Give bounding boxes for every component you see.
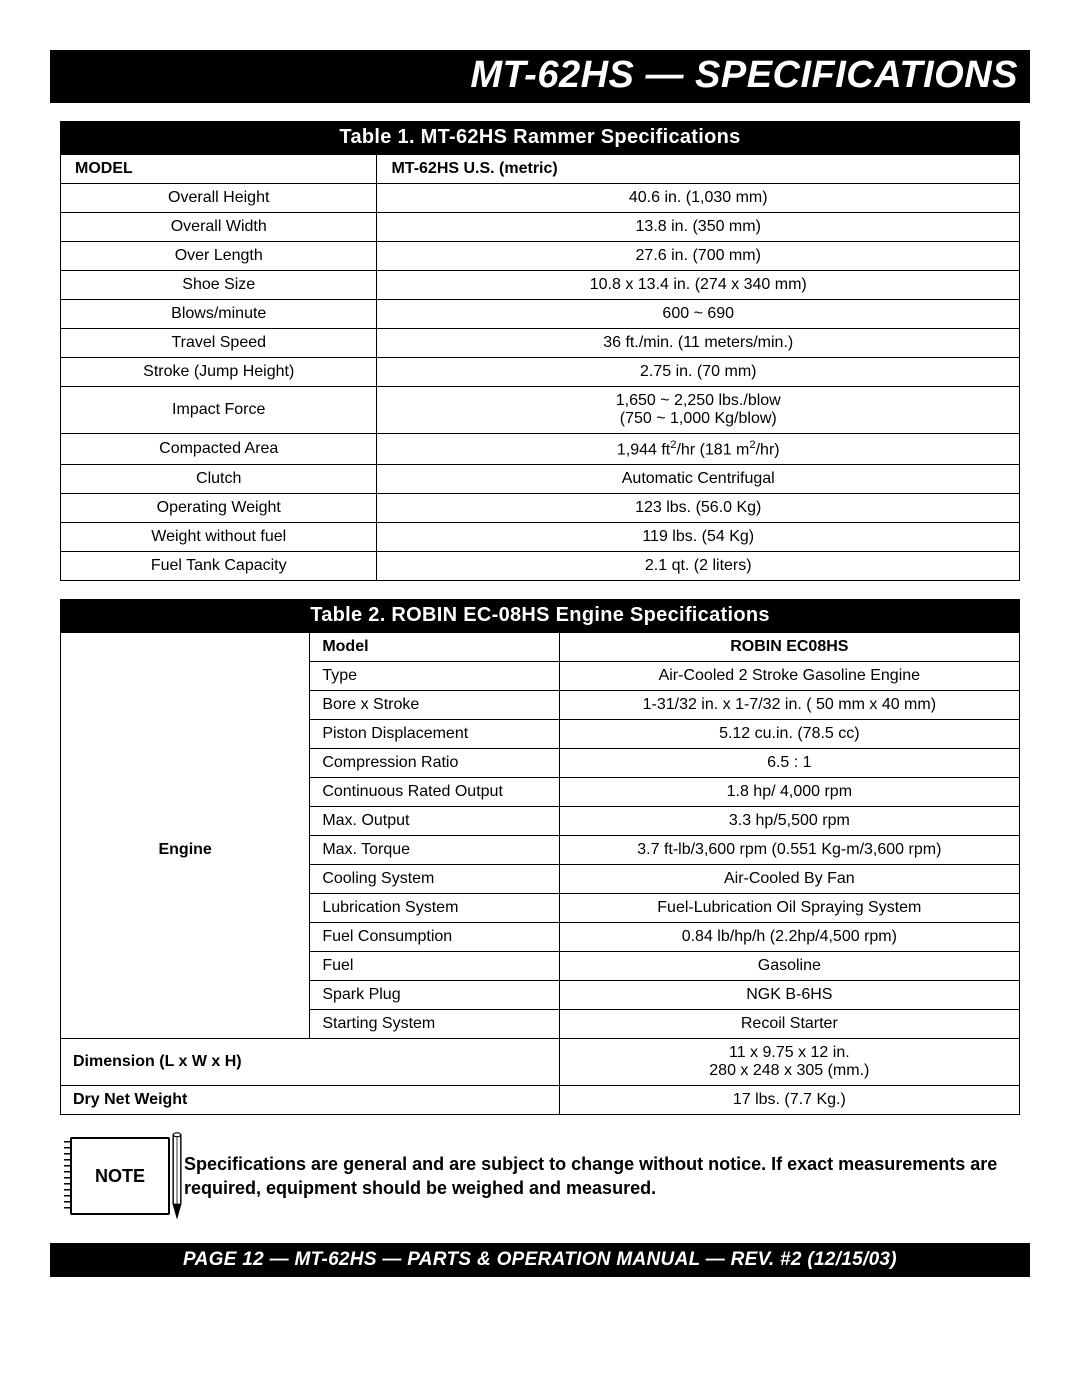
table1-section: Table 1. MT-62HS Rammer Specifications M… [60, 121, 1020, 581]
table2-weight-label: Dry Net Weight [61, 1086, 560, 1115]
spec-value: 13.8 in. (350 mm) [377, 213, 1020, 242]
table-row: Overall Width13.8 in. (350 mm) [61, 213, 1020, 242]
spec-label: Over Length [61, 242, 377, 271]
spec-value: Gasoline [559, 952, 1019, 981]
spec-label: Type [310, 662, 559, 691]
spec-value: 40.6 in. (1,030 mm) [377, 184, 1020, 213]
spec-label: Cooling System [310, 865, 559, 894]
table-row: Blows/minute600 ~ 690 [61, 300, 1020, 329]
spec-label: Clutch [61, 465, 377, 494]
spec-label: Shoe Size [61, 271, 377, 300]
table-row: ClutchAutomatic Centrifugal [61, 465, 1020, 494]
spec-value: Automatic Centrifugal [377, 465, 1020, 494]
spec-label: Travel Speed [61, 329, 377, 358]
spec-label: Continuous Rated Output [310, 778, 559, 807]
spec-label: Overall Width [61, 213, 377, 242]
note-icon: NOTE [70, 1137, 170, 1215]
table-row: Fuel Tank Capacity2.1 qt. (2 liters) [61, 552, 1020, 581]
spec-value: 1.8 hp/ 4,000 rpm [559, 778, 1019, 807]
spec-label: Spark Plug [310, 981, 559, 1010]
table2: Model ROBIN EC08HS EngineTypeAir-Cooled … [60, 632, 1020, 1115]
spec-label: Impact Force [61, 387, 377, 434]
spec-value: Air-Cooled 2 Stroke Gasoline Engine [559, 662, 1019, 691]
table-row: Operating Weight123 lbs. (56.0 Kg) [61, 494, 1020, 523]
table1: MODEL MT-62HS U.S. (metric) Overall Heig… [60, 154, 1020, 581]
table2-title: Table 2. ROBIN EC-08HS Engine Specificat… [60, 599, 1020, 632]
table-row: Impact Force1,650 ~ 2,250 lbs./blow(750 … [61, 387, 1020, 434]
spec-value: Recoil Starter [559, 1010, 1019, 1039]
spec-value: 1,650 ~ 2,250 lbs./blow(750 ~ 1,000 Kg/b… [377, 387, 1020, 434]
spec-label: Piston Displacement [310, 720, 559, 749]
spec-label: Bore x Stroke [310, 691, 559, 720]
spec-value: Fuel-Lubrication Oil Spraying System [559, 894, 1019, 923]
spec-label: Compression Ratio [310, 749, 559, 778]
table1-title: Table 1. MT-62HS Rammer Specifications [60, 121, 1020, 154]
spec-value: 1,944 ft2/hr (181 m2/hr) [377, 434, 1020, 465]
table-row: Shoe Size10.8 x 13.4 in. (274 x 340 mm) [61, 271, 1020, 300]
table-row: EngineTypeAir-Cooled 2 Stroke Gasoline E… [61, 662, 1020, 691]
spec-value: Air-Cooled By Fan [559, 865, 1019, 894]
spec-label: Max. Output [310, 807, 559, 836]
note-badge-label: NOTE [95, 1166, 145, 1187]
table2-section: Table 2. ROBIN EC-08HS Engine Specificat… [60, 599, 1020, 1115]
page-header: MT-62HS — SPECIFICATIONS [50, 50, 1030, 103]
table2-dimension-value: 11 x 9.75 x 12 in. 280 x 248 x 305 (mm.) [559, 1039, 1019, 1086]
spec-value: 2.1 qt. (2 liters) [377, 552, 1020, 581]
pencil-icon [170, 1129, 184, 1219]
spec-value: 27.6 in. (700 mm) [377, 242, 1020, 271]
table2-header-model: Model [310, 633, 559, 662]
spec-label: Overall Height [61, 184, 377, 213]
spec-value: 3.3 hp/5,500 rpm [559, 807, 1019, 836]
spec-value: 2.75 in. (70 mm) [377, 358, 1020, 387]
table2-header-value: ROBIN EC08HS [559, 633, 1019, 662]
spec-label: Max. Torque [310, 836, 559, 865]
spec-label: Lubrication System [310, 894, 559, 923]
spec-label: Weight without fuel [61, 523, 377, 552]
spec-label: Starting System [310, 1010, 559, 1039]
spec-value: 0.84 lb/hp/h (2.2hp/4,500 rpm) [559, 923, 1019, 952]
table-row: Compacted Area1,944 ft2/hr (181 m2/hr) [61, 434, 1020, 465]
spec-label: Compacted Area [61, 434, 377, 465]
engine-rowhead: Engine [61, 662, 310, 1039]
spec-value: 6.5 : 1 [559, 749, 1019, 778]
table-row: Over Length27.6 in. (700 mm) [61, 242, 1020, 271]
spec-value: 10.8 x 13.4 in. (274 x 340 mm) [377, 271, 1020, 300]
table-row: Travel Speed36 ft./min. (11 meters/min.) [61, 329, 1020, 358]
table-row: Weight without fuel119 lbs. (54 Kg) [61, 523, 1020, 552]
spec-value: NGK B-6HS [559, 981, 1019, 1010]
table2-dimension-label: Dimension (L x W x H) [61, 1039, 560, 1086]
spec-value: 1-31/32 in. x 1-7/32 in. ( 50 mm x 40 mm… [559, 691, 1019, 720]
note-block: NOTE Specifications are general and are … [60, 1137, 1020, 1215]
spec-label: Blows/minute [61, 300, 377, 329]
spec-label: Operating Weight [61, 494, 377, 523]
spec-value: 119 lbs. (54 Kg) [377, 523, 1020, 552]
spec-value: 36 ft./min. (11 meters/min.) [377, 329, 1020, 358]
table-row: Stroke (Jump Height)2.75 in. (70 mm) [61, 358, 1020, 387]
spec-value: 5.12 cu.in. (78.5 cc) [559, 720, 1019, 749]
spec-label: Fuel Tank Capacity [61, 552, 377, 581]
spec-label: Fuel [310, 952, 559, 981]
page-footer: PAGE 12 — MT-62HS — PARTS & OPERATION MA… [50, 1243, 1030, 1277]
table-row: Overall Height40.6 in. (1,030 mm) [61, 184, 1020, 213]
spec-value: 123 lbs. (56.0 Kg) [377, 494, 1020, 523]
table1-header-model: MODEL [61, 155, 377, 184]
spec-value: 600 ~ 690 [377, 300, 1020, 329]
spec-label: Stroke (Jump Height) [61, 358, 377, 387]
note-text: Specifications are general and are subje… [184, 1152, 1010, 1201]
table2-weight-value: 17 lbs. (7.7 Kg.) [559, 1086, 1019, 1115]
table1-header-value: MT-62HS U.S. (metric) [377, 155, 1020, 184]
spec-value: 3.7 ft-lb/3,600 rpm (0.551 Kg-m/3,600 rp… [559, 836, 1019, 865]
spec-label: Fuel Consumption [310, 923, 559, 952]
